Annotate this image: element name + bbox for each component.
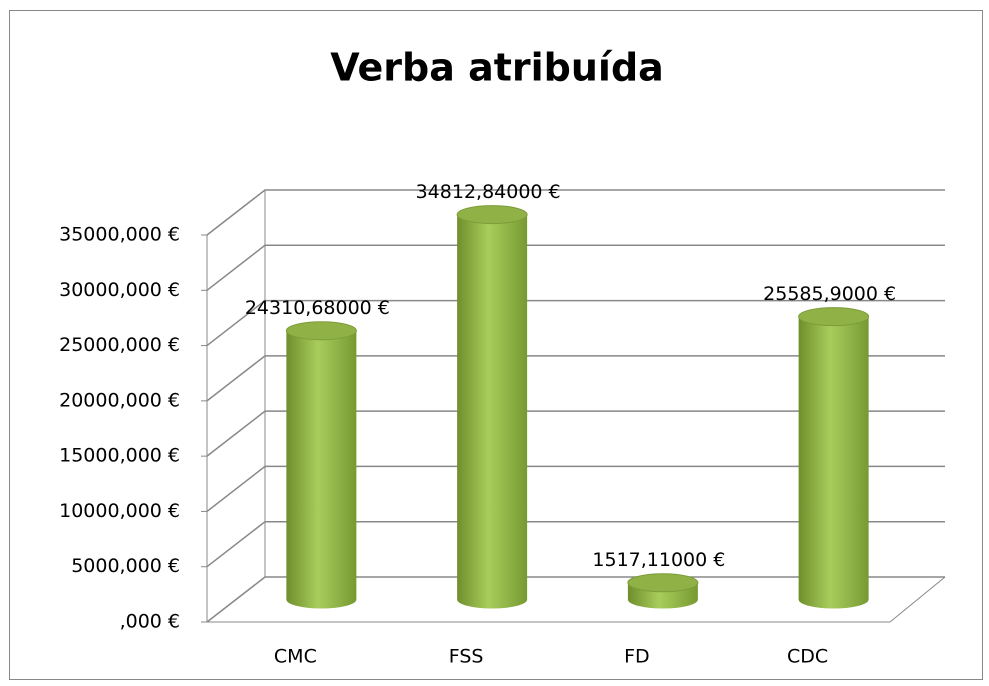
grid-line [206,520,945,568]
y-tick-label: 35000,000 € [59,224,180,246]
chart-title: Verba atribuída [330,46,664,90]
bar-top [627,573,699,593]
grid-line [206,576,945,623]
floor-right [889,576,946,623]
x-tick-label: CDC [787,646,828,668]
grid-line [206,189,945,236]
value-label: 34812,84000 € [416,181,561,203]
grid-line [206,355,945,402]
value-label: 1517,11000 € [592,549,725,571]
bar-top [285,321,357,341]
y-tick-label: 30000,000 € [59,279,180,301]
bar [457,205,528,609]
value-label: 25585,9000 € [763,283,896,305]
y-tick-label: 15000,000 € [59,445,180,467]
y-tick-label: 20000,000 € [59,389,180,411]
x-tick-label: FSS [449,646,484,668]
x-tick-label: FD [624,646,650,668]
bar [798,307,869,609]
grid-line [206,465,945,513]
grid-line [206,410,945,457]
y-tick-label: 5000,000 € [71,555,180,577]
value-label: 24310,68000 € [245,297,390,319]
bar-top [456,205,528,225]
bar-top [798,307,870,327]
y-tick-label: ,000 € [120,611,180,633]
x-tick-label: CMC [274,646,317,668]
grid-line [206,244,945,291]
grid-line [206,299,945,347]
y-tick-label: 25000,000 € [59,334,180,356]
bar [286,321,357,609]
y-tick-label: 10000,000 € [59,500,180,522]
